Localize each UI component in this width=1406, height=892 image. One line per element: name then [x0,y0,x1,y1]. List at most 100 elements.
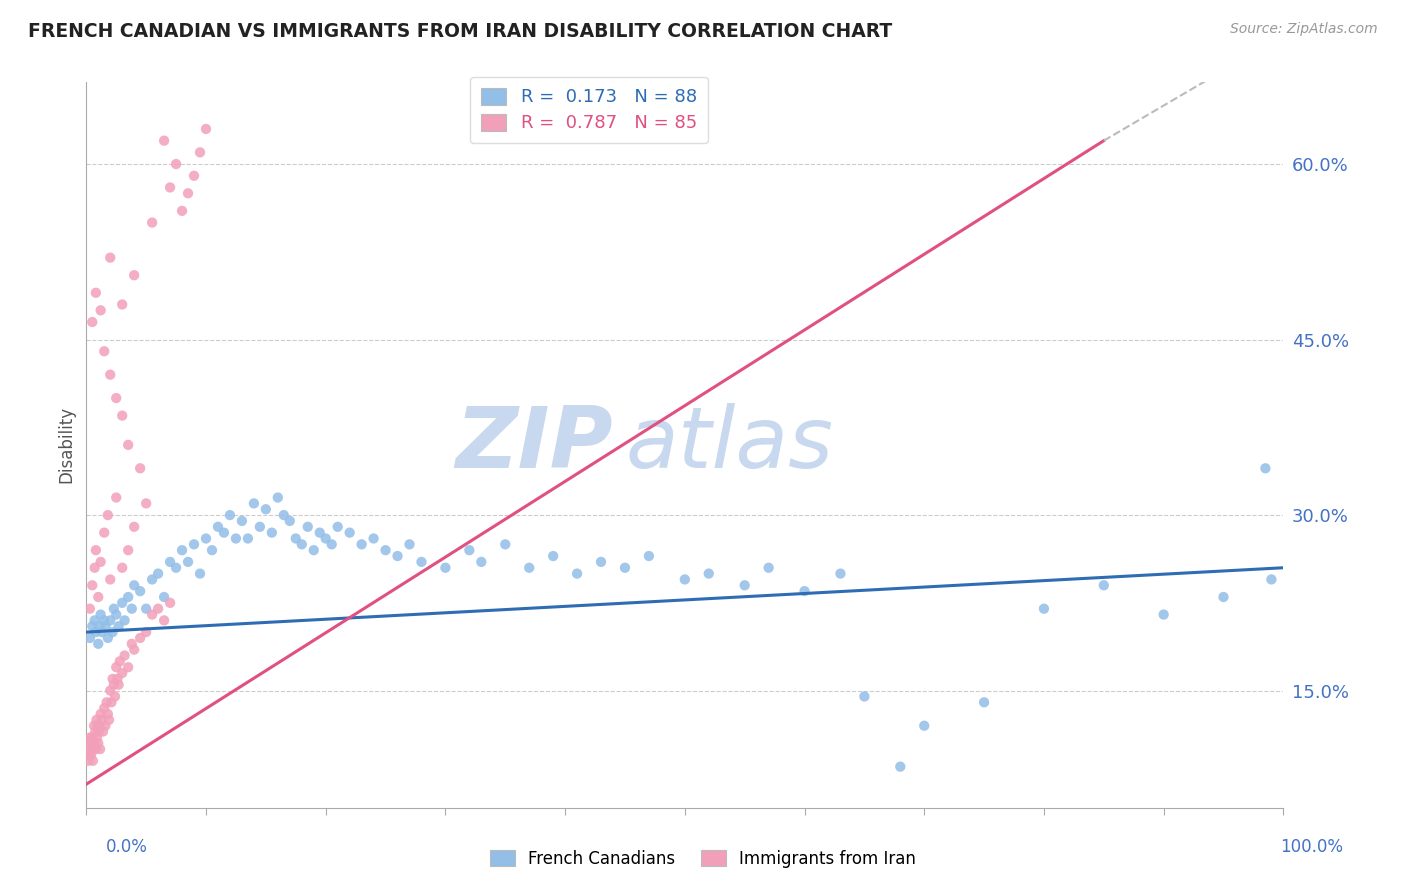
Point [98,614,121,628]
Point [291,537,314,551]
Point [188,566,211,581]
Point [363,532,385,546]
Point [76,747,98,762]
Point [87,736,110,750]
Point [912,719,935,733]
Point [91,724,114,739]
Point [79,631,101,645]
Point [973,695,995,709]
Point [87,724,110,739]
Point [219,508,242,522]
Point [297,520,319,534]
Point [411,555,433,569]
Point [94,619,117,633]
Point [107,619,129,633]
Point [82,754,104,768]
Point [141,216,163,230]
Point [104,690,127,704]
Point [117,543,139,558]
Point [94,719,117,733]
Text: ZIP: ZIP [456,403,613,486]
Point [170,543,193,558]
Point [697,566,720,581]
Point [129,584,152,599]
Point [77,736,100,750]
Point [80,736,103,750]
Point [107,672,129,686]
Point [1254,461,1277,475]
Point [201,543,224,558]
Point [79,747,101,762]
Point [90,555,112,569]
Point [117,660,139,674]
Point [122,642,145,657]
Point [98,251,121,265]
Point [82,315,104,329]
Point [93,701,115,715]
Y-axis label: Disability: Disability [58,407,75,483]
Point [673,573,696,587]
Point [188,145,211,160]
Point [79,731,101,745]
Legend: R =  0.173   N = 88, R =  0.787   N = 85: R = 0.173 N = 88, R = 0.787 N = 85 [470,77,707,144]
Point [103,678,125,692]
Text: FRENCH CANADIAN VS IMMIGRANTS FROM IRAN DISABILITY CORRELATION CHART: FRENCH CANADIAN VS IMMIGRANTS FROM IRAN … [28,22,893,41]
Point [84,742,107,756]
Point [93,344,115,359]
Point [97,631,120,645]
Point [541,549,564,563]
Point [100,695,122,709]
Point [254,502,277,516]
Point [114,648,136,663]
Point [793,584,815,599]
Point [470,555,492,569]
Point [458,543,481,558]
Point [103,601,125,615]
Point [84,724,107,739]
Point [82,578,104,592]
Point [111,409,134,423]
Point [83,736,105,750]
Point [153,614,176,628]
Point [98,573,121,587]
Point [1032,601,1054,615]
Point [82,742,104,756]
Point [387,549,409,563]
Point [84,285,107,300]
Point [278,514,301,528]
Point [111,666,134,681]
Point [284,532,307,546]
Point [122,520,145,534]
Point [89,619,111,633]
Point [207,520,229,534]
Point [638,549,661,563]
Point [177,555,200,569]
Point [494,537,516,551]
Point [146,566,169,581]
Point [159,596,181,610]
Point [122,268,145,283]
Point [350,537,373,551]
Point [183,537,205,551]
Point [82,619,104,633]
Point [758,560,780,574]
Point [89,742,111,756]
Point [517,560,540,574]
Point [308,525,330,540]
Point [273,508,295,522]
Point [86,719,108,733]
Point [1153,607,1175,622]
Point [98,368,121,382]
Point [117,590,139,604]
Point [111,560,134,574]
Point [79,601,101,615]
Point [101,672,124,686]
Point [135,625,157,640]
Point [195,532,218,546]
Point [83,560,105,574]
Point [153,134,176,148]
Point [159,180,181,194]
Point [111,596,134,610]
Point [90,706,112,721]
Point [122,578,145,592]
